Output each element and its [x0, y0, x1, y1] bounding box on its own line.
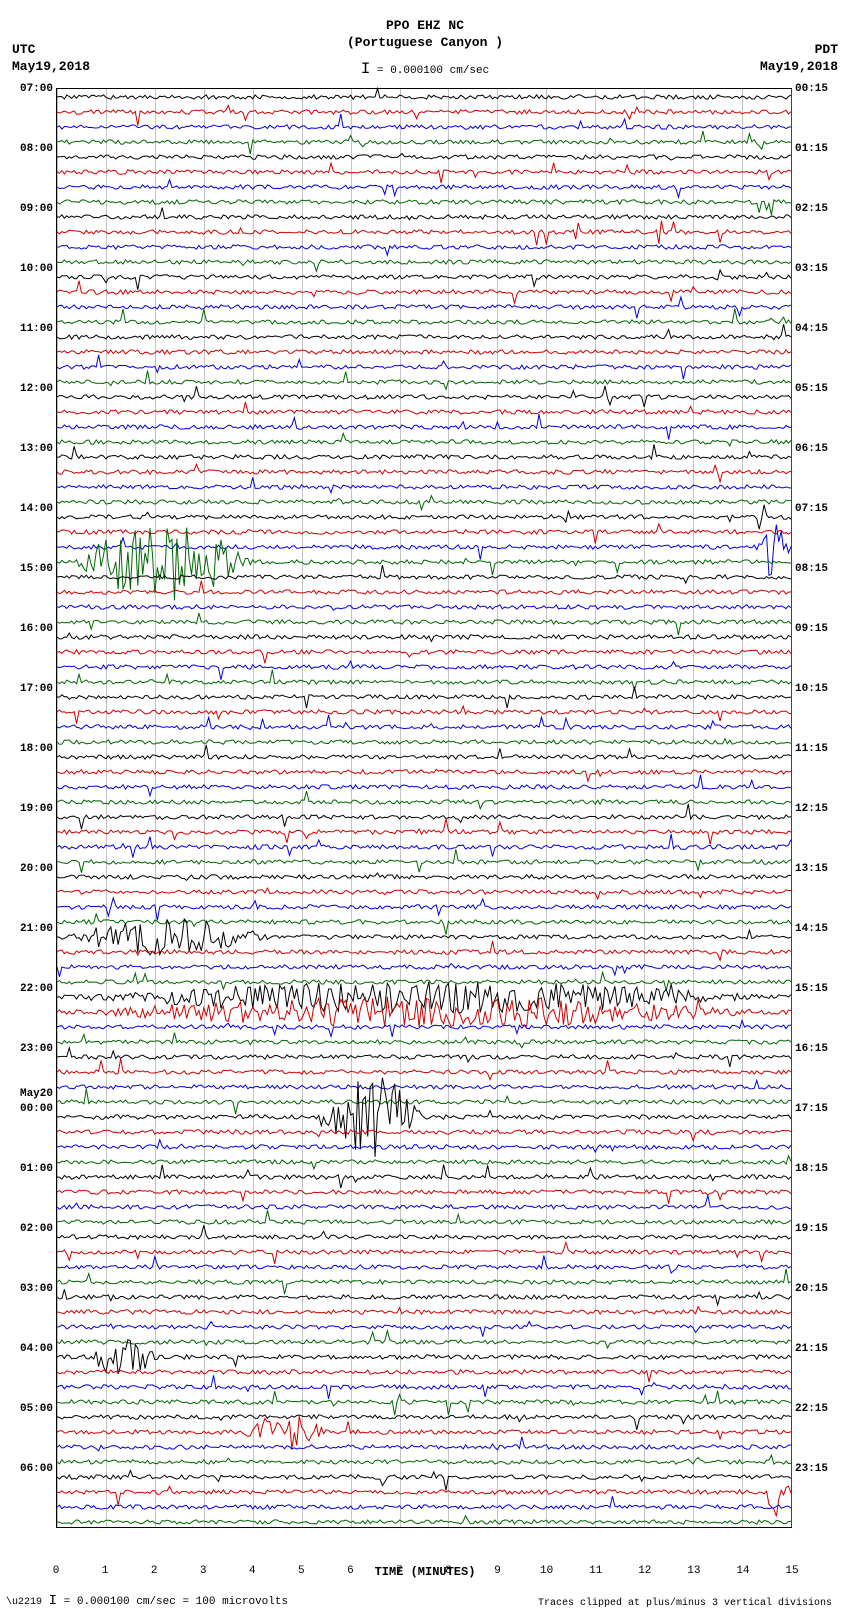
chart-header: PPO EHZ NC (Portuguese Canyon ): [0, 18, 850, 52]
station-name: (Portuguese Canyon ): [0, 35, 850, 52]
left-time-label: 15:00: [20, 563, 57, 575]
left-time-label: 08:00: [20, 143, 57, 155]
right-time-label: 15:15: [791, 983, 828, 995]
right-time-label: 18:15: [791, 1163, 828, 1175]
right-time-label: 07:15: [791, 503, 828, 515]
right-time-label: 22:15: [791, 1403, 828, 1415]
left-time-label: 23:00: [20, 1043, 57, 1055]
right-time-label: 23:15: [791, 1463, 828, 1475]
right-time-label: 06:15: [791, 443, 828, 455]
left-time-label: 02:00: [20, 1223, 57, 1235]
footer-scale: \u2219 I = 0.000100 cm/sec = 100 microvo…: [6, 1593, 288, 1609]
left-time-label: 09:00: [20, 203, 57, 215]
right-time-label: 04:15: [791, 323, 828, 335]
right-time-label: 05:15: [791, 383, 828, 395]
right-time-label: 02:15: [791, 203, 828, 215]
footer-clip-note: Traces clipped at plus/minus 3 vertical …: [538, 1598, 832, 1609]
left-time-label: 10:00: [20, 263, 57, 275]
left-time-label: 21:00: [20, 923, 57, 935]
right-time-label: 14:15: [791, 923, 828, 935]
left-time-label: 07:00: [20, 83, 57, 95]
right-time-label: 20:15: [791, 1283, 828, 1295]
right-time-label: 19:15: [791, 1223, 828, 1235]
left-time-label: 13:00: [20, 443, 57, 455]
left-time-label: 22:00: [20, 983, 57, 995]
left-time-label: 17:00: [20, 683, 57, 695]
left-time-label: May20: [20, 1088, 57, 1100]
left-time-label: 14:00: [20, 503, 57, 515]
right-time-label: 08:15: [791, 563, 828, 575]
left-time-label: 19:00: [20, 803, 57, 815]
left-time-label: 11:00: [20, 323, 57, 335]
left-time-label: 18:00: [20, 743, 57, 755]
right-time-label: 21:15: [791, 1343, 828, 1355]
left-time-label: 01:00: [20, 1163, 57, 1175]
left-time-label: 20:00: [20, 863, 57, 875]
left-time-label: 06:00: [20, 1463, 57, 1475]
seismogram-plot: 07:0000:1508:0001:1509:0002:1510:0003:15…: [56, 88, 792, 1528]
right-time-label: 12:15: [791, 803, 828, 815]
right-time-label: 11:15: [791, 743, 828, 755]
left-time-label: 00:00: [20, 1103, 57, 1115]
right-time-label: 17:15: [791, 1103, 828, 1115]
left-time-label: 03:00: [20, 1283, 57, 1295]
x-axis-title: TIME (MINUTES): [0, 1565, 850, 1579]
station-code: PPO EHZ NC: [0, 18, 850, 35]
right-time-label: 16:15: [791, 1043, 828, 1055]
trace-row: [57, 1514, 791, 1529]
right-time-label: 10:15: [791, 683, 828, 695]
right-time-label: 13:15: [791, 863, 828, 875]
right-time-label: 01:15: [791, 143, 828, 155]
left-time-label: 16:00: [20, 623, 57, 635]
left-time-label: 04:00: [20, 1343, 57, 1355]
left-time-label: 05:00: [20, 1403, 57, 1415]
right-time-label: 00:15: [791, 83, 828, 95]
right-time-label: 09:15: [791, 623, 828, 635]
left-time-label: 12:00: [20, 383, 57, 395]
right-time-label: 03:15: [791, 263, 828, 275]
